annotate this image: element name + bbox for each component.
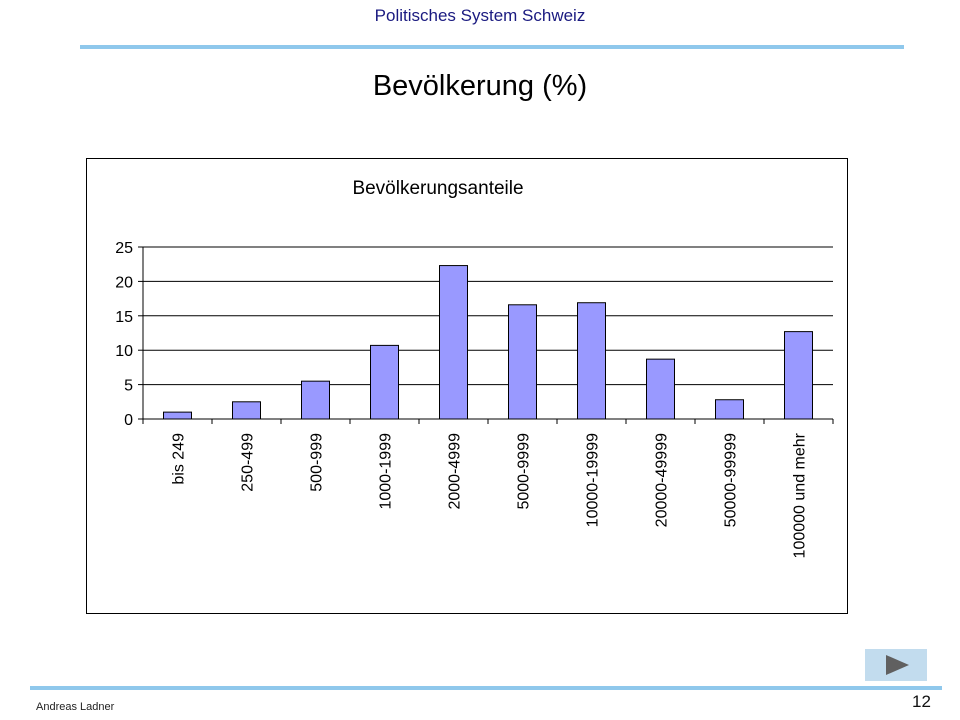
bar-chart: Bevölkerungsanteile 0 5 10 15 20 25 bis 249 250-… bbox=[115, 178, 834, 558]
bar bbox=[646, 358, 675, 420]
y-tick-label: 5 bbox=[124, 378, 133, 395]
y-tick-label: 15 bbox=[115, 309, 133, 326]
bar bbox=[301, 380, 330, 420]
bar bbox=[577, 302, 606, 420]
x-tick-label: 2000-4999 bbox=[447, 433, 464, 510]
bar bbox=[232, 401, 261, 420]
x-tick-label: 500-999 bbox=[309, 433, 326, 492]
x-tick-label: 250-499 bbox=[240, 433, 257, 492]
bar bbox=[784, 331, 813, 420]
next-slide-button[interactable] bbox=[865, 649, 927, 681]
y-tick-label: 10 bbox=[115, 343, 133, 360]
bottom-divider bbox=[30, 686, 942, 690]
x-tick-label: 100000 und mehr bbox=[792, 432, 809, 558]
x-tick-label: 1000-1999 bbox=[378, 433, 395, 510]
y-tick-label: 20 bbox=[115, 274, 133, 291]
bar bbox=[163, 411, 192, 420]
y-tick-label: 25 bbox=[115, 240, 133, 257]
x-tick-label: 10000-19999 bbox=[585, 433, 602, 527]
x-tick-label: 5000-9999 bbox=[516, 433, 533, 510]
x-tick-label: 20000-49999 bbox=[654, 433, 671, 527]
top-divider bbox=[80, 45, 904, 49]
bar bbox=[439, 265, 468, 420]
chart-frame: Bevölkerungsanteile 0 5 10 15 20 25 bis 249 250-… bbox=[86, 158, 848, 614]
x-tick-label: 50000-99999 bbox=[723, 433, 740, 527]
chart-title: Bevölkerungsanteile bbox=[352, 178, 523, 199]
bar bbox=[508, 304, 537, 420]
page-number: 12 bbox=[912, 692, 931, 711]
bar bbox=[715, 399, 744, 420]
footer-author: Andreas Ladner bbox=[36, 701, 115, 713]
slide-title: Bevölkerung (%) bbox=[372, 70, 588, 102]
play-triangle-icon bbox=[886, 655, 909, 675]
y-tick-label: 0 bbox=[124, 412, 133, 429]
presentation-title: Politisches System Schweiz bbox=[374, 6, 586, 25]
bar bbox=[370, 344, 399, 420]
x-tick-label: bis 249 bbox=[171, 433, 188, 485]
